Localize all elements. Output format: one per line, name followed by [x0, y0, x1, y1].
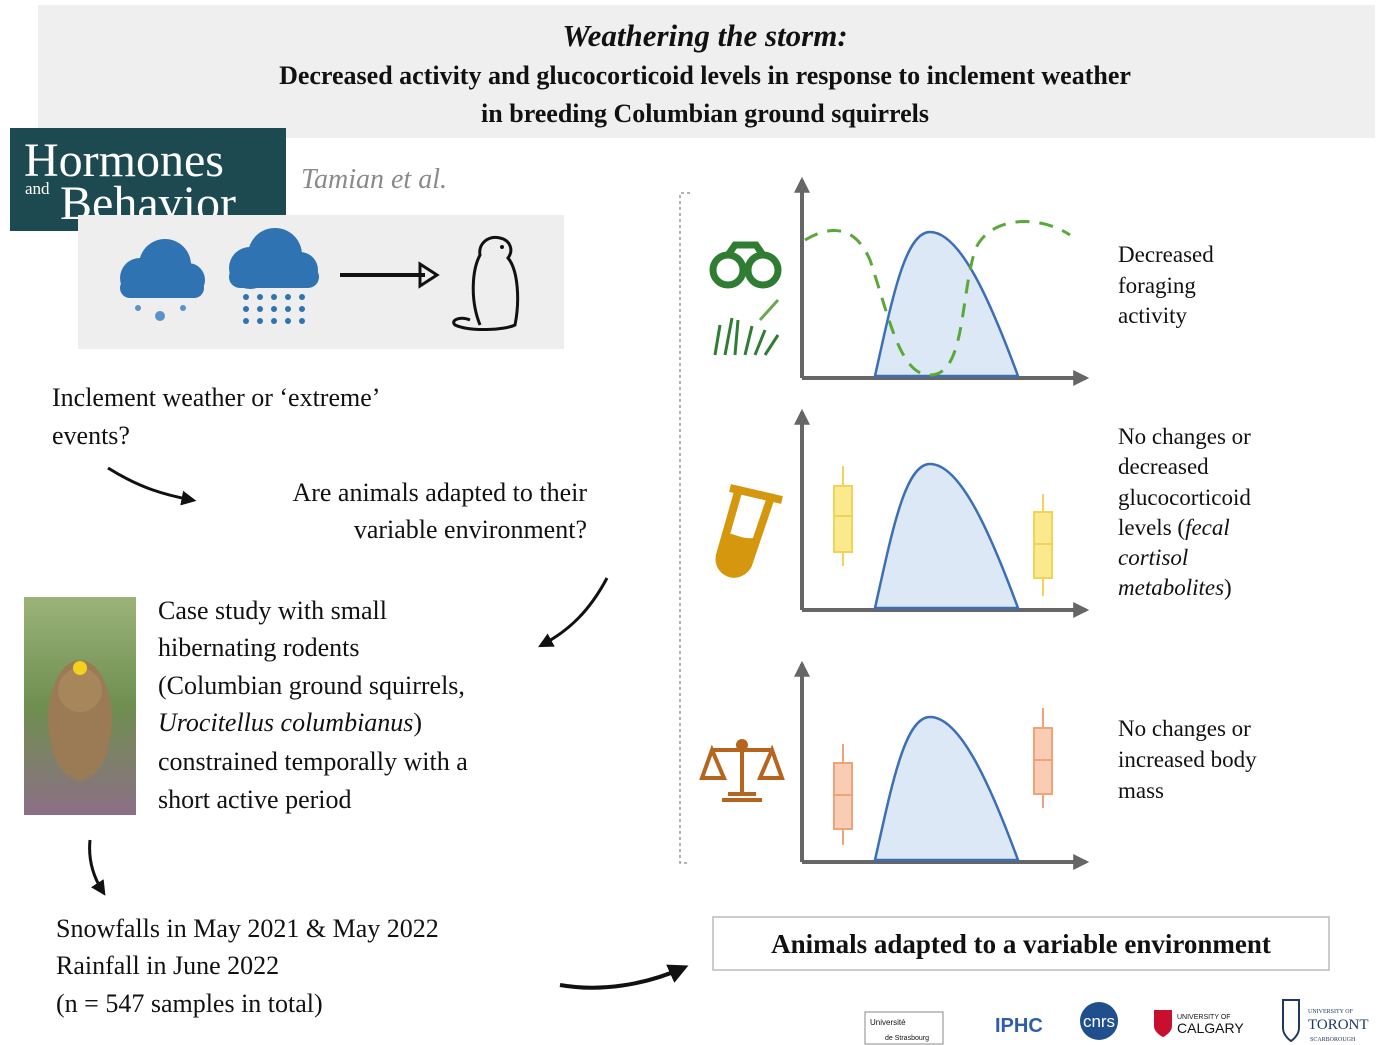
arrow [107, 466, 197, 506]
finding: metabolites) [1118, 575, 1232, 600]
authors: Tamian et al. [301, 164, 447, 195]
journal-and: and [25, 179, 50, 198]
adaptation-question: Are animals adapted to their [292, 478, 587, 507]
finding: metabolites [1118, 575, 1224, 600]
binoculars-icon [709, 241, 782, 289]
arrow [538, 577, 609, 648]
events: (n = 547 samples in total) [56, 989, 323, 1018]
logo-text: Université [870, 1018, 906, 1027]
case-study: short active period [158, 785, 352, 814]
finding: increased body [1118, 747, 1257, 772]
logo-text: CALGARY [1177, 1020, 1244, 1036]
subtitle: in breeding Columbian ground squirrels [481, 99, 929, 128]
events: Snowfalls in May 2021 & May 2022 [56, 914, 439, 943]
weather-panel [78, 215, 564, 349]
subtitle: Decreased activity and glucocorticoid le… [279, 61, 1131, 90]
species: Urocitellus columbianus [158, 708, 413, 737]
question: Inclement weather or ‘extreme’ [52, 383, 380, 412]
finding: activity [1118, 303, 1187, 328]
bracket [679, 192, 690, 864]
logo-calgary: UNIVERSITY OF CALGARY [1154, 1010, 1244, 1037]
case-study: (Columbian ground squirrels, [158, 671, 465, 700]
logo-text: UNIVERSITY OF [1308, 1009, 1354, 1015]
finding: ) [1224, 575, 1232, 600]
finding: fecal [1185, 515, 1230, 540]
scale-icon [699, 739, 785, 802]
logo-toronto: UNIVERSITY OF TORONT SCARBOROUGH [1282, 999, 1369, 1043]
logo-iphc: IPHC [995, 1015, 1043, 1037]
finding: Decreased [1118, 242, 1214, 267]
case-study: ) [413, 708, 422, 737]
conclusion: Animals adapted to a variable environmen… [771, 929, 1271, 959]
journal-logo [10, 128, 286, 231]
header-band [38, 5, 1375, 138]
finding: glucocorticoid [1118, 485, 1251, 510]
conclusion-box [712, 916, 1330, 971]
schematic-plot [794, 660, 1090, 870]
logo-text: TORONT [1308, 1017, 1369, 1033]
logo-text: UNIVERSITY OF [1177, 1014, 1231, 1021]
squirrel-photo [24, 597, 136, 815]
schematic-plot [794, 408, 1090, 618]
finding: No changes or [1118, 716, 1251, 741]
finding: mass [1118, 778, 1164, 803]
events: Rainfall in June 2022 [56, 951, 279, 980]
finding: foraging [1118, 273, 1196, 298]
logo-text: SCARBOROUGH [1310, 1037, 1356, 1043]
arrow [88, 839, 106, 896]
case-study: hibernating rodents [158, 633, 359, 662]
case-study: constrained temporally with a [158, 747, 468, 776]
logo-text: cnrs [1083, 1012, 1115, 1031]
finding: levels (fecal [1118, 515, 1230, 540]
title: Weathering the storm: [562, 18, 847, 53]
case-study: Case study with small [158, 596, 387, 625]
grass-icon [713, 298, 780, 356]
finding: No changes or [1118, 424, 1251, 449]
logo-cnrs: cnrs [1080, 1002, 1118, 1040]
logo-strasbourg: Université de Strasbourg [864, 1011, 944, 1045]
journal-name: Hormones [24, 134, 224, 187]
question: events? [52, 421, 130, 450]
adaptation-question: variable environment? [354, 515, 587, 544]
finding: cortisol [1118, 545, 1188, 570]
logo-text: de Strasbourg [885, 1035, 929, 1042]
case-study: Urocitellus columbianus) [158, 708, 422, 737]
finding: levels ( [1118, 515, 1185, 540]
tube-icon [715, 484, 783, 578]
schematic-plot [794, 176, 1090, 386]
finding: decreased [1118, 454, 1209, 479]
arrow [559, 964, 689, 990]
